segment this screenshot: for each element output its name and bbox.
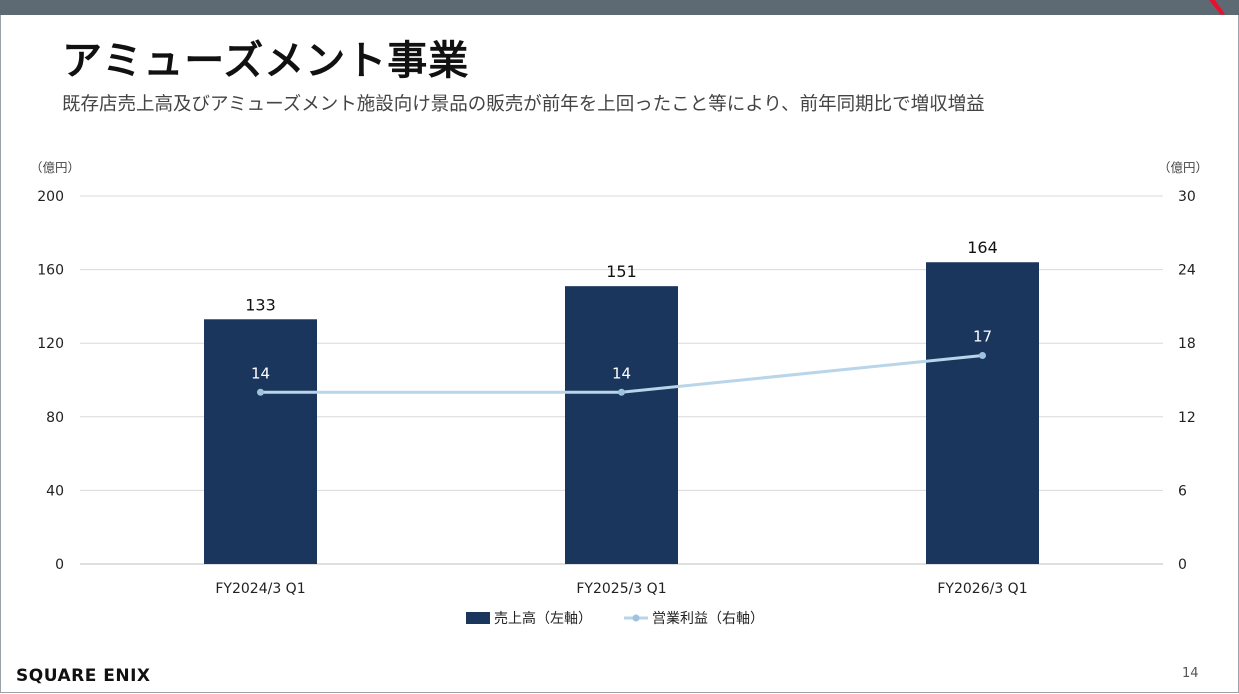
- line-value-label: 14: [251, 364, 270, 382]
- left-axis-tick-label: 40: [46, 483, 64, 499]
- left-axis-tick-label: 160: [37, 263, 64, 279]
- legend-line-label: 営業利益（右軸）: [652, 611, 764, 627]
- right-axis-unit-label: （億円）: [1158, 160, 1208, 175]
- legend-bar-label: 売上高（左軸）: [494, 610, 592, 627]
- right-axis-tick-label: 0: [1178, 557, 1187, 573]
- left-axis-tick-label: 80: [46, 410, 64, 426]
- left-axis-tick-label: 0: [55, 557, 64, 573]
- page-number: 14: [1182, 666, 1199, 681]
- line-point: [257, 388, 264, 396]
- right-axis-tick-label: 12: [1178, 410, 1196, 426]
- company-logo: SQUARE ENIX: [16, 666, 151, 686]
- page-title: アミューズメント事業: [62, 38, 470, 84]
- line-point: [618, 388, 625, 396]
- bar-value-label: 164: [967, 238, 998, 257]
- bar: [204, 319, 317, 564]
- line-point: [979, 351, 986, 359]
- bar: [926, 262, 1039, 564]
- page-subtitle: 既存店売上高及びアミューズメント施設向け景品の販売が前年を上回ったこと等により、…: [62, 94, 985, 115]
- legend-bar-swatch: [466, 612, 490, 624]
- left-axis-tick-label: 120: [37, 336, 64, 352]
- left-axis-unit-label: （億円）: [30, 160, 80, 175]
- bar-value-label: 133: [245, 295, 276, 314]
- category-label: FY2025/3 Q1: [576, 581, 666, 597]
- category-label: FY2024/3 Q1: [215, 581, 305, 597]
- right-axis-tick-label: 6: [1178, 483, 1187, 499]
- right-axis-tick-label: 24: [1178, 263, 1196, 279]
- right-axis-tick-label: 30: [1178, 189, 1196, 205]
- top-bar: [0, 0, 1239, 15]
- category-label: FY2026/3 Q1: [937, 581, 1027, 597]
- corner-accent-mark: [1209, 0, 1225, 15]
- right-axis-tick-label: 18: [1178, 336, 1196, 352]
- left-axis-tick-label: 200: [37, 189, 64, 205]
- legend-line-marker: [632, 614, 640, 622]
- line-value-label: 14: [612, 364, 631, 382]
- line-value-label: 17: [973, 327, 992, 345]
- bar: [565, 286, 678, 564]
- bar-value-label: 151: [606, 262, 637, 281]
